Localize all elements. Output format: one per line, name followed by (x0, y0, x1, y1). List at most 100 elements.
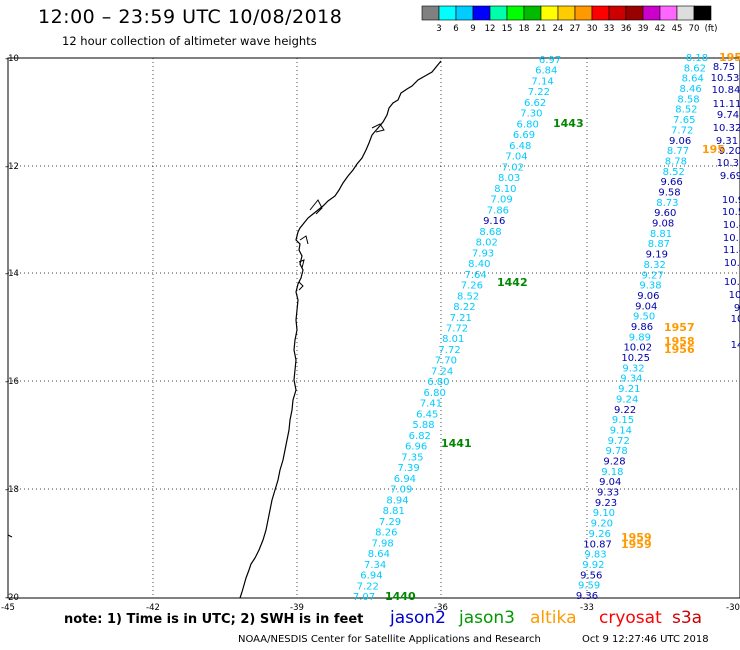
wave-height-value: 8.64 (368, 549, 390, 560)
wave-height-value: 11.4 (723, 245, 740, 256)
colorbar-swatch (557, 5, 576, 21)
wave-height-value: 5.88 (412, 420, 434, 431)
wave-height-value: 9.20 (719, 146, 740, 157)
wave-height-value: 7.65 (673, 115, 695, 126)
wave-height-value: 9.18 (601, 467, 623, 478)
wave-height-value: 6.80 (517, 119, 539, 130)
x-tick-label: -33 (580, 603, 594, 613)
wave-height-value: 9.26 (589, 529, 611, 540)
colorbar-swatch (421, 5, 440, 21)
wave-height-value: 9.16 (483, 216, 505, 227)
wave-height-value: 8.81 (650, 229, 672, 240)
wave-height-value: 8.52 (457, 291, 479, 302)
colorbar-label: 6 (453, 24, 458, 34)
wave-height-value: 9.22 (614, 405, 636, 416)
wave-height-value: 9.86 (631, 322, 653, 333)
wave-height-value: 10.9 (724, 258, 740, 269)
colorbar-label: (ft) (705, 24, 718, 34)
wave-height-value: 9.28 (603, 457, 625, 468)
wave-height-value: 6.62 (524, 98, 546, 109)
colorbar-label: 70 (689, 24, 700, 34)
wave-height-value: 8.87 (648, 239, 670, 250)
wave-height-value: 9.20 (591, 519, 613, 530)
wave-height-value: 7.72 (446, 324, 468, 335)
wave-height-value: 7.02 (502, 162, 524, 173)
mission-label-s3a: s3a (672, 608, 703, 628)
colorbar-swatch (676, 5, 695, 21)
wave-height-value: 7.29 (379, 517, 401, 528)
wave-height-value: 9.50 (633, 312, 655, 323)
orbit-number-label: 195 (719, 51, 740, 64)
colorbar-label: 45 (672, 24, 683, 34)
wave-height-value: 9.89 (629, 332, 651, 343)
wave-height-value: 9.38 (639, 281, 661, 292)
wave-height-value: 10.6 (723, 233, 740, 244)
wave-height-value: 8.02 (476, 238, 498, 249)
wave-height-value: 7.72 (438, 345, 460, 356)
y-tick-label: -18 (5, 485, 19, 495)
wave-height-value: 7.34 (364, 560, 386, 571)
wave-height-value: 9.78 (605, 446, 627, 457)
wave-height-value: 9.59 (578, 581, 600, 592)
colorbar-label: 3 (436, 24, 441, 34)
wave-height-value: 9.15 (612, 415, 634, 426)
orbit-number-label: 1957 (664, 321, 695, 334)
colorbar-swatch (693, 5, 712, 21)
wave-height-value: 9.66 (660, 177, 682, 188)
wave-height-value: 9.21 (618, 384, 640, 395)
wave-height-value: 6.94 (394, 474, 416, 485)
wave-height-value: 9.56 (580, 570, 602, 581)
wave-height-value: 8.52 (663, 167, 685, 178)
wave-height-value: 8.26 (375, 528, 397, 539)
wave-height-value: 6.96 (405, 442, 427, 453)
colorbar-label: 36 (621, 24, 632, 34)
wave-height-value: 8.64 (682, 74, 704, 85)
wave-height-value: 8.81 (383, 506, 405, 517)
orbit-number-label: 1443 (553, 117, 584, 130)
wave-height-value: 10.02 (623, 343, 652, 354)
wave-height-value: 8.75 (713, 62, 735, 73)
track-a-values: 6.976.847.147.226.627.306.806.696.487.04… (353, 55, 561, 603)
wave-height-value: 9.24 (616, 394, 638, 405)
wave-height-value: 10.5 (722, 207, 740, 218)
wave-height-value: 9.32 (622, 363, 644, 374)
wave-height-value: 7.22 (357, 581, 379, 592)
wave-height-value: 9.69 (720, 171, 740, 182)
wave-height-value: 10.4 (723, 220, 740, 231)
x-tick-label: -30 (726, 603, 740, 613)
wave-height-value: 7.24 (431, 366, 453, 377)
wave-height-value: 8.73 (656, 198, 678, 209)
wave-height-value: 10 (731, 314, 740, 325)
wave-height-value: 9.92 (582, 560, 604, 571)
x-tick-label: -45 (1, 603, 15, 613)
wave-height-value: 6.48 (509, 141, 531, 152)
coastline-detail (7, 123, 385, 538)
wave-height-value: 8.03 (498, 173, 520, 184)
orbit-number-label: 1959 (621, 531, 652, 544)
wave-height-value: 9 (734, 303, 740, 314)
wave-height-value: 9.60 (654, 208, 676, 219)
colorbar-label: 18 (519, 24, 530, 34)
footer-note: note: 1) Time is in UTC; 2) SWH is in fe… (64, 612, 364, 627)
wave-height-value: 8.01 (442, 334, 464, 345)
colorbar-swatch (523, 5, 542, 21)
mission-label-jason3: jason3 (459, 608, 515, 628)
wave-height-value: 8.94 (386, 495, 408, 506)
wave-height-value: 7.98 (371, 538, 393, 549)
page-title: 12:00 – 23:59 UTC 10/08/2018 (38, 6, 343, 28)
y-tick-label: -12 (5, 162, 19, 172)
colorbar-swatch (455, 5, 474, 21)
wave-height-value: 10.87 (583, 539, 612, 550)
page-subtitle: 12 hour collection of altimeter wave hei… (62, 34, 317, 48)
wave-height-value: 9.19 (646, 250, 668, 261)
colorbar-swatch (489, 5, 508, 21)
x-tick-label: -42 (146, 603, 160, 613)
wave-height-value: 7.26 (461, 281, 483, 292)
colorbar-label: 33 (604, 24, 615, 34)
colorbar-swatch (642, 5, 661, 21)
wave-height-value: 8.78 (665, 156, 687, 167)
wave-height-value: 10.9 (722, 195, 740, 206)
colorbar-swatch (591, 5, 610, 21)
